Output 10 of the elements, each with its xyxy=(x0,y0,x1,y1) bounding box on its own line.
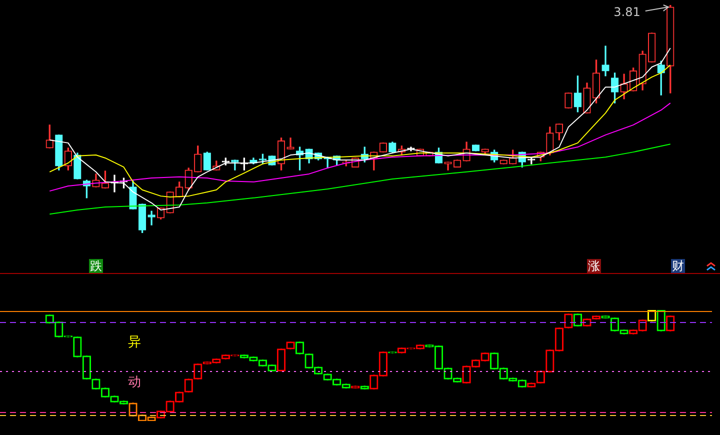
text: 跌 xyxy=(89,259,103,273)
candlestick xyxy=(444,162,452,170)
candlestick xyxy=(602,46,610,76)
annotation: 异 xyxy=(127,335,142,350)
text: 涨 xyxy=(587,259,601,273)
text: 财 xyxy=(671,259,685,273)
annotation: 3.81 xyxy=(614,5,640,20)
candlestick xyxy=(286,138,294,150)
candlestick xyxy=(148,210,156,226)
annotation: 动 xyxy=(127,375,142,390)
